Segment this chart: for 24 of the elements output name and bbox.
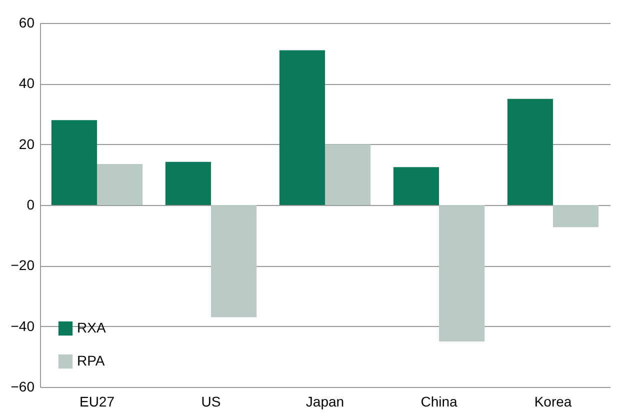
x-tick-label: Japan [306, 394, 344, 410]
x-tick-label: EU27 [79, 394, 115, 410]
bar [553, 205, 599, 228]
y-tick-label: −20 [10, 257, 35, 274]
bar [51, 120, 97, 205]
y-tick-label: 60 [18, 14, 35, 30]
x-tick-label: China [420, 394, 458, 410]
bar [211, 205, 257, 318]
bar [393, 167, 439, 205]
bar [325, 144, 371, 205]
x-tick-label: US [201, 394, 221, 410]
y-tick-label: −40 [10, 318, 35, 334]
bar [279, 50, 325, 205]
y-tick-label: 20 [18, 136, 35, 152]
bar [97, 164, 143, 205]
legend-label: RXA [77, 320, 106, 336]
y-tick-label: −60 [10, 378, 35, 394]
bar [165, 162, 211, 205]
x-tick-label: Korea [534, 394, 572, 410]
y-tick-label: 0 [26, 196, 35, 212]
legend-label: RPA [77, 352, 106, 368]
bar [507, 98, 553, 205]
bar [439, 205, 485, 342]
y-tick-label: 40 [18, 75, 35, 92]
